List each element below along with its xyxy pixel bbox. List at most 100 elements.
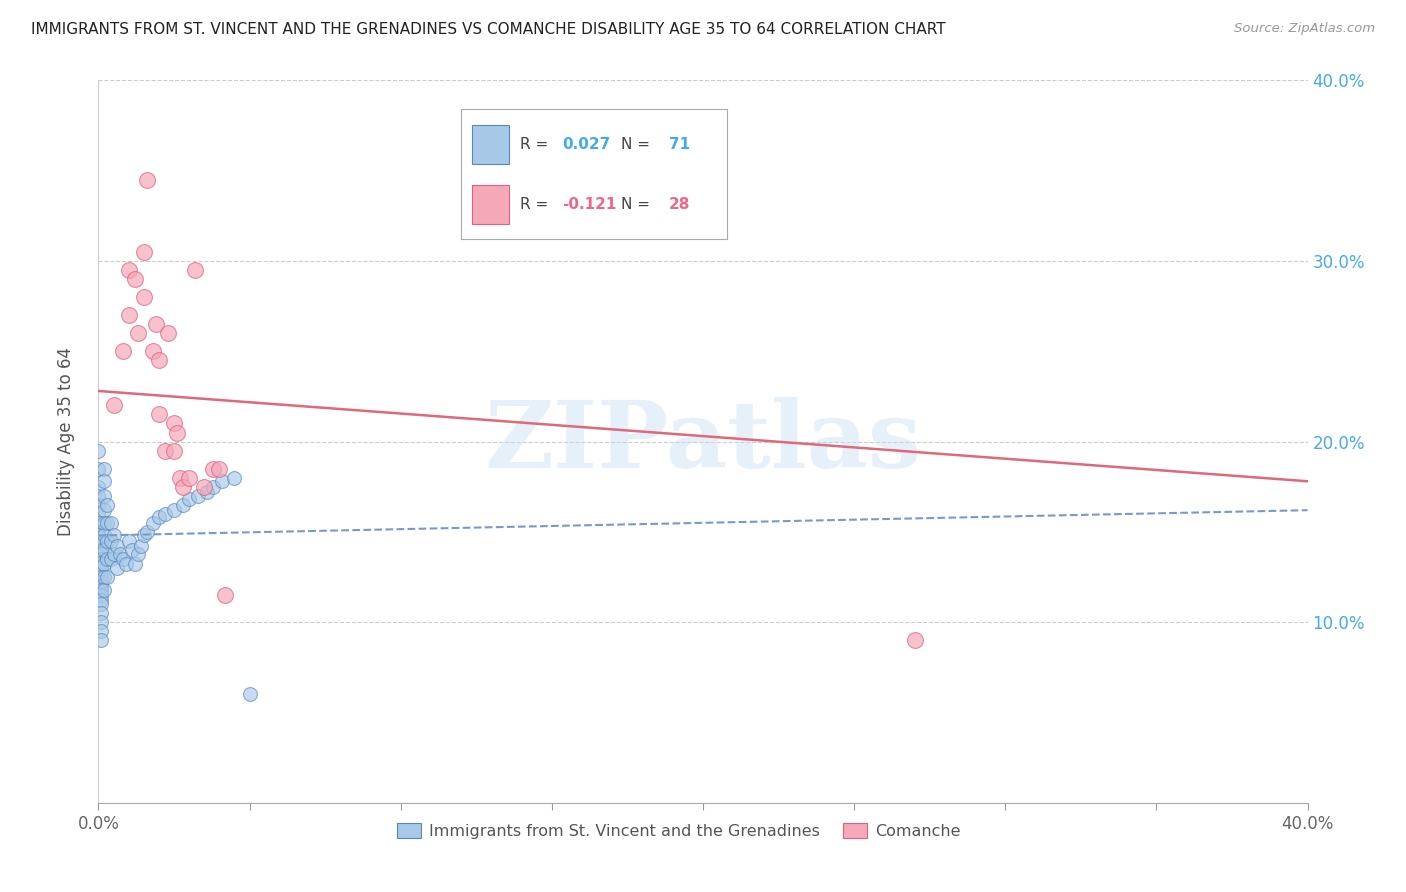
Point [100,516,122,530]
Point [169,471,191,485]
Point [132,290,155,304]
Point [87,524,110,539]
Point [118,308,141,322]
Point [90,633,112,648]
Point [239,687,262,701]
Point [105,539,128,553]
Point [90,556,112,570]
Point [105,561,128,575]
Point [211,475,233,489]
Point [153,507,176,521]
Point [135,172,157,186]
Point [96,533,118,548]
Point [93,475,115,489]
Point [224,471,246,485]
Point [148,353,170,368]
Point [100,533,122,548]
Point [103,528,125,542]
Point [129,539,152,553]
Point [90,593,112,607]
Point [121,542,143,557]
Point [90,547,112,561]
Point [87,516,110,530]
Point [148,510,170,524]
Point [166,425,188,440]
Point [93,542,115,557]
Point [93,558,115,572]
Point [193,480,215,494]
Point [87,498,110,512]
Text: Source: ZipAtlas.com: Source: ZipAtlas.com [1234,22,1375,36]
Point [124,558,146,572]
Point [111,552,134,566]
Point [96,516,118,530]
Point [132,244,155,259]
Point [103,547,125,561]
Point [208,461,231,475]
Point [202,480,225,494]
Point [124,272,146,286]
Point [90,542,112,557]
Text: ZIPatlas: ZIPatlas [485,397,921,486]
Point [87,461,110,475]
Text: IMMIGRANTS FROM ST. VINCENT AND THE GRENADINES VS COMANCHE DISABILITY AGE 35 TO : IMMIGRANTS FROM ST. VINCENT AND THE GREN… [31,22,946,37]
Point [90,597,112,611]
Point [148,408,170,422]
Point [93,461,115,475]
Point [90,579,112,593]
Point [90,561,112,575]
Point [127,326,149,340]
Point [904,633,927,648]
Point [90,606,112,620]
Point [103,398,125,412]
Point [214,588,236,602]
Point [93,503,115,517]
Point [90,537,112,551]
Point [93,528,115,542]
Point [145,317,167,331]
Point [153,443,176,458]
Legend: Immigrants from St. Vincent and the Grenadines, Comanche: Immigrants from St. Vincent and the Gren… [391,817,967,846]
Point [93,582,115,597]
Point [90,582,112,597]
Point [179,471,201,485]
Point [90,615,112,630]
Point [93,489,115,503]
Point [90,552,112,566]
Point [90,570,112,584]
Point [163,443,186,458]
Point [93,570,115,584]
Point [87,443,110,458]
Point [142,516,165,530]
Point [111,344,134,359]
Point [87,507,110,521]
Point [90,624,112,639]
Point [90,575,112,590]
Point [172,480,194,494]
Point [132,528,155,542]
Point [179,492,201,507]
Point [114,558,136,572]
Point [118,533,141,548]
Point [90,588,112,602]
Point [87,528,110,542]
Point [187,489,209,503]
Point [96,570,118,584]
Point [127,547,149,561]
Point [93,516,115,530]
Point [163,503,186,517]
Y-axis label: Disability Age 35 to 64: Disability Age 35 to 64 [56,347,75,536]
Point [202,461,225,475]
Point [96,552,118,566]
Point [156,326,179,340]
Point [172,498,194,512]
Point [195,485,218,500]
Point [184,263,207,277]
Point [96,498,118,512]
Point [118,263,141,277]
Point [163,417,186,431]
Point [100,552,122,566]
Point [87,480,110,494]
Point [87,533,110,548]
Point [135,524,157,539]
